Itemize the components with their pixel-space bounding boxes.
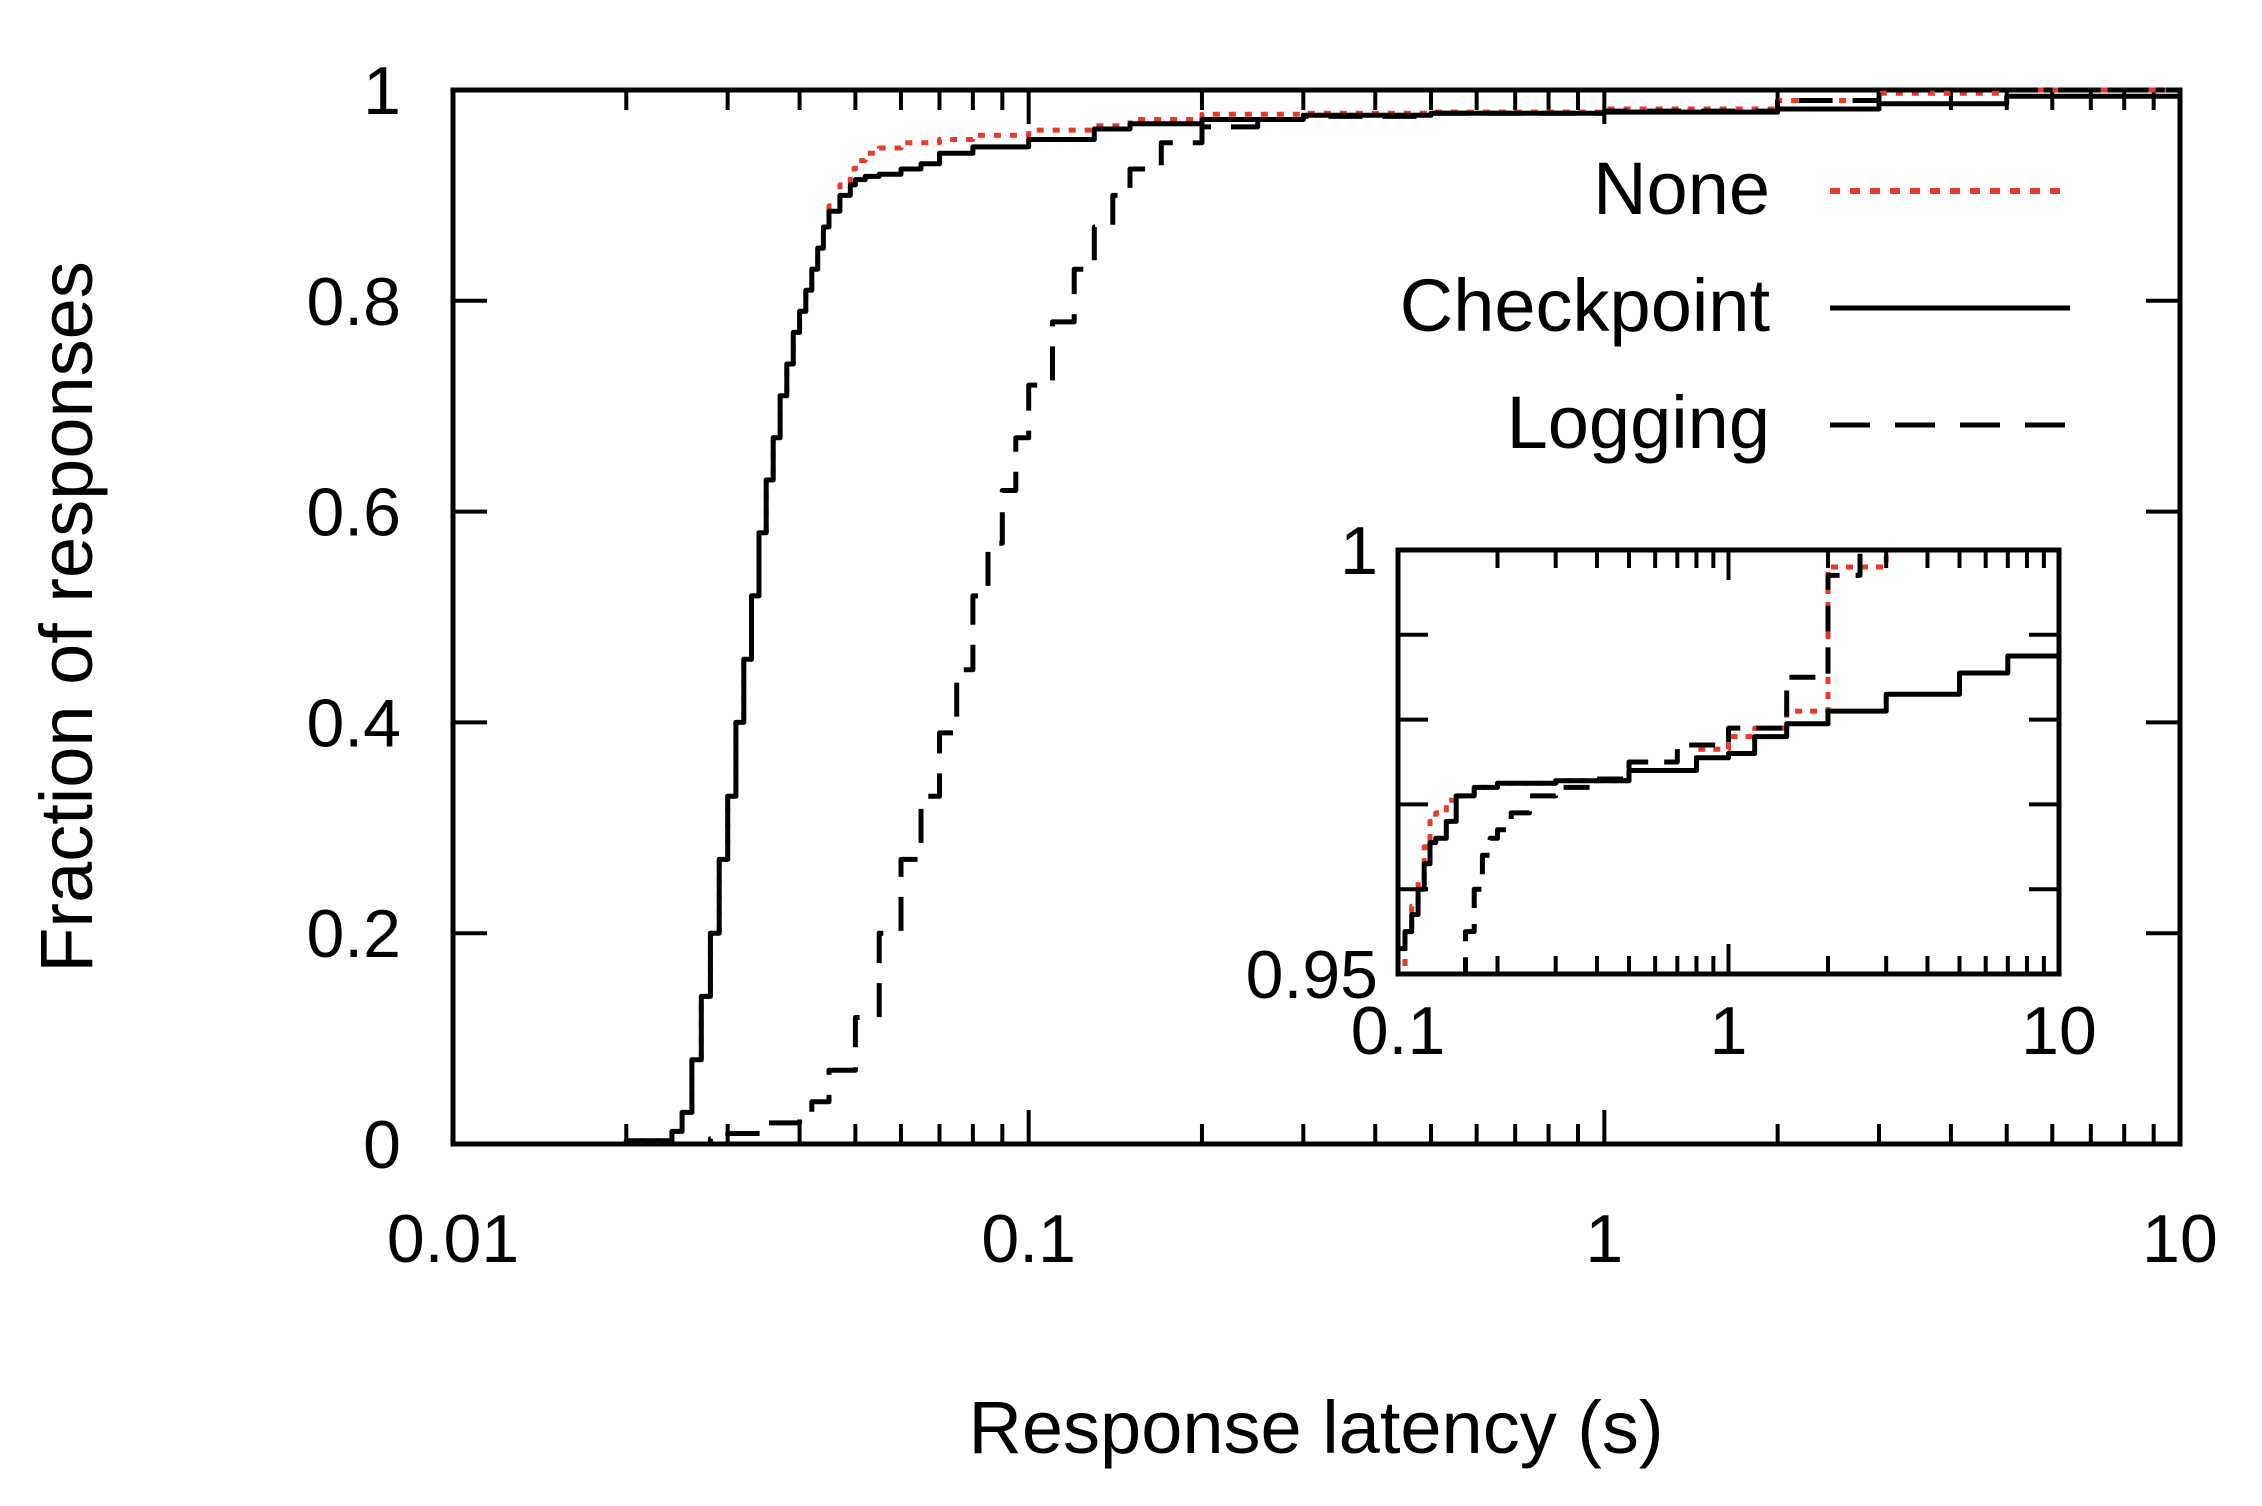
main-series-checkpoint xyxy=(498,90,2183,1147)
main-series-logging xyxy=(682,87,2180,1147)
y-tick-label-0-95: 0.95 xyxy=(1246,937,1378,1013)
y-tick-label-1: 1 xyxy=(363,53,401,129)
x-tick-label-1: 1 xyxy=(1585,1201,1623,1277)
y-tick-label-0-6: 0.6 xyxy=(306,475,401,551)
legend: None Checkpoint Logging xyxy=(1400,147,2070,464)
y-tick-label-1: 1 xyxy=(1340,513,1378,589)
inset-background xyxy=(1398,550,2059,974)
inset-tick-labels: 0.1 1 10 0.95 1 xyxy=(1246,513,2097,1069)
y-tick-label-0: 0 xyxy=(363,1107,401,1183)
x-tick-label-1: 1 xyxy=(1710,993,1748,1069)
legend-label-checkpoint: Checkpoint xyxy=(1400,264,1771,347)
y-tick-label-0-4: 0.4 xyxy=(306,685,401,761)
main-series xyxy=(498,87,2183,1147)
x-tick-label-0-1: 0.1 xyxy=(981,1201,1076,1277)
x-tick-label-10: 10 xyxy=(2142,1201,2218,1277)
x-tick-label-10: 10 xyxy=(2021,993,2097,1069)
main-plot: 0.01 0.1 1 10 0 0.2 0.4 0.6 0.8 1 Response latenc… xyxy=(25,53,2218,1469)
main-plot-frame xyxy=(450,87,2183,1147)
x-tick-label-0-01: 0.01 xyxy=(387,1201,519,1277)
y-tick-label-0-8: 0.8 xyxy=(306,264,401,340)
legend-label-logging: Logging xyxy=(1507,381,1770,464)
inset-frame xyxy=(1395,547,2062,977)
inset-plot: 0.1 1 10 0.95 1 xyxy=(1246,513,2097,1069)
legend-label-none: None xyxy=(1593,147,1770,230)
x-axis-label: Response latency (s) xyxy=(968,1386,1663,1469)
x-tick-label-0-1: 0.1 xyxy=(1351,993,1446,1069)
main-tick-labels: 0.01 0.1 1 10 0 0.2 0.4 0.6 0.8 1 xyxy=(306,53,2217,1277)
y-tick-label-0-2: 0.2 xyxy=(306,896,401,972)
y-axis-label: Fraction of responses xyxy=(25,261,108,973)
